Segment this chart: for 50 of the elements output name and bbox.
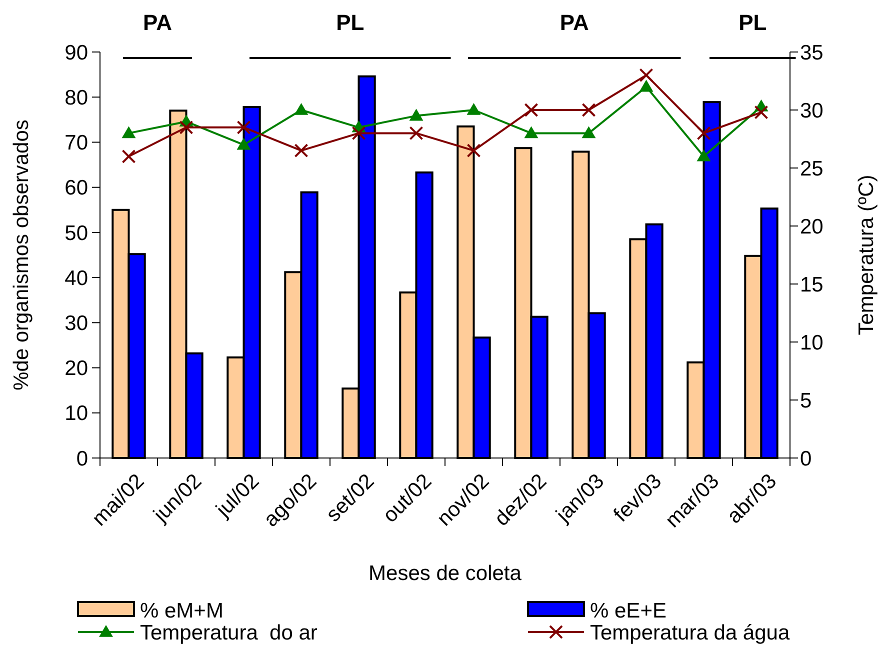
point (639, 80, 654, 92)
y2-tick-label: 30 (800, 99, 824, 122)
point (122, 149, 136, 164)
y2-tick-label: 15 (800, 273, 824, 296)
text: PA (560, 10, 589, 35)
y2-tick-label: 10 (800, 331, 824, 354)
legend-label: Temperatura do ar (140, 621, 318, 644)
y-tick-label: 0 (76, 447, 88, 470)
point (524, 103, 538, 117)
text: PL (336, 10, 364, 35)
point (582, 103, 596, 117)
y-tick-label: 20 (64, 357, 88, 380)
y2-tick-label: 25 (800, 157, 824, 180)
point (639, 68, 654, 82)
point (696, 126, 711, 140)
point (409, 126, 424, 140)
legend-label: % eE+E (590, 599, 666, 622)
y-tick-label: 50 (64, 222, 88, 245)
y2-tick-label: 20 (800, 215, 824, 238)
point (409, 108, 424, 121)
text: PA (143, 10, 172, 35)
y2-tick-label: 35 (800, 41, 824, 64)
y-tick-label: 40 (64, 266, 88, 290)
legend-label: % eM+M (140, 599, 224, 622)
text: PL (738, 10, 767, 35)
legend-label: Temperatura da água (590, 621, 790, 644)
point (236, 138, 251, 150)
y2-axis-title: Temperatura (ºC) (855, 174, 878, 336)
y-tick-label: 70 (64, 132, 88, 155)
point (179, 120, 194, 134)
point (696, 149, 711, 162)
point (466, 103, 481, 115)
y-axis-title: %de organismos observados (10, 120, 33, 390)
point (294, 144, 308, 158)
point (466, 144, 481, 158)
y-tick-label: 60 (64, 176, 88, 200)
point (754, 105, 768, 120)
point (236, 120, 251, 134)
y2-tick-label: 0 (800, 447, 812, 470)
point (294, 103, 308, 115)
y-tick-label: 90 (64, 41, 88, 64)
x-axis-title: Meses de coleta (368, 562, 522, 585)
y-tick-label: 80 (64, 86, 88, 110)
point (582, 126, 596, 138)
point (352, 126, 366, 140)
y2-tick-label: 5 (800, 389, 812, 412)
point (122, 126, 136, 138)
y-tick-label: 30 (64, 312, 88, 336)
point (524, 126, 538, 138)
y-tick-label: 10 (64, 402, 88, 426)
